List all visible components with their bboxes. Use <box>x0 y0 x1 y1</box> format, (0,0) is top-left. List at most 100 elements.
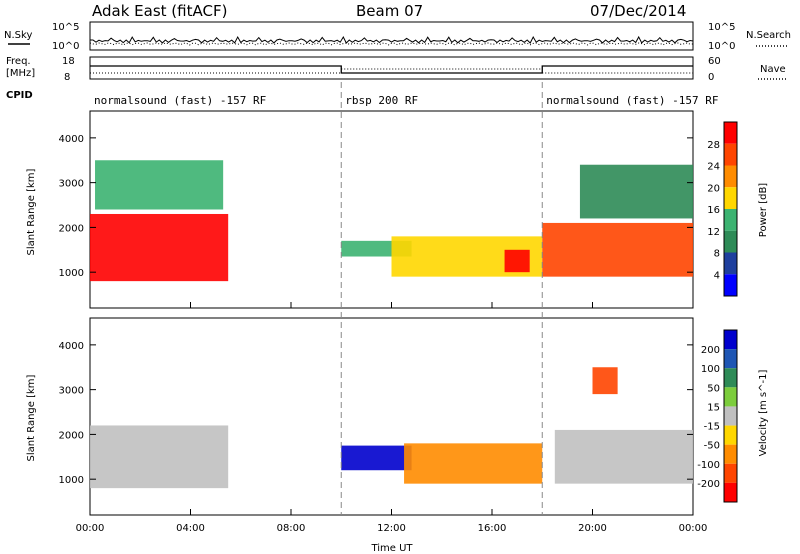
velocity-colorbar: 200 100 50 15 -15 -50 -100 -200 <box>697 329 738 503</box>
y-tick-label: 1000 <box>59 475 84 486</box>
cpid-segment-label: normalsound (fast) -157 RF <box>546 94 718 107</box>
cpid-segment-label: rbsp 200 RF <box>345 94 418 107</box>
y-tick-label: 4000 <box>59 134 84 145</box>
power-colorbar-swatch <box>724 230 737 253</box>
velocity-colorbar-swatch <box>724 444 737 464</box>
velocity-colorbar-tick-label: -50 <box>704 441 720 452</box>
noise-panel-frame <box>89 21 694 51</box>
x-tick-label: 00:00 <box>76 523 105 534</box>
noise-tick-left-top: 10^5 <box>52 22 79 33</box>
y-tick-label: 1000 <box>59 268 84 279</box>
velocity-region-0 <box>90 425 229 489</box>
y-tick-label: 2000 <box>59 223 84 234</box>
cpid-segment-label: normalsound (fast) -157 RF <box>94 94 266 107</box>
frequency-trace <box>90 65 693 74</box>
velocity-colorbar-swatch <box>724 425 737 445</box>
y-tick-label: 4000 <box>59 341 84 352</box>
noise-tick-right-bottom: 10^0 <box>708 41 735 52</box>
nave-tick-top: 60 <box>708 56 721 67</box>
power-colorbar-tick-label: 28 <box>707 140 720 151</box>
power-colorbar-tick-label: 16 <box>707 205 720 216</box>
freq-tick-top: 18 <box>62 56 75 67</box>
noise-panel: N.Sky 10^5 10^0 10^5 10^0 N.Search <box>4 21 791 52</box>
cpid-band: normalsound (fast) -157 RF rbsp 200 RF nor… <box>94 94 718 107</box>
velocity-colorbar-swatch <box>724 349 737 369</box>
velocity-region-1 <box>341 445 412 471</box>
power-ylabel: Slant Range [km] <box>26 168 37 255</box>
freq-panel-frame <box>89 56 694 80</box>
velocity-colorbar-swatch <box>724 368 737 388</box>
power-region-6 <box>579 164 693 219</box>
velocity-region-2 <box>404 443 543 484</box>
nsky-label: N.Sky <box>4 30 32 41</box>
power-colorbar-swatch <box>724 252 737 275</box>
nave-trace <box>90 68 693 74</box>
velocity-ylabel: Slant Range [km] <box>26 374 37 461</box>
velocity-colorbar-swatch <box>724 406 737 426</box>
noise-tick-right-top: 10^5 <box>708 22 735 33</box>
date-title: 07/Dec/2014 <box>590 2 686 20</box>
power-colorbar-frame <box>723 121 738 297</box>
power-colorbar: 28 24 20 16 12 8 4 <box>707 121 738 297</box>
freq-panel: Freq. [MHz] 18 8 60 0 Nave <box>6 56 786 83</box>
velocity-colorbar-swatch <box>724 463 737 483</box>
nsearch-trace <box>89 42 694 46</box>
x-tick-label: 00:00 <box>679 523 708 534</box>
y-tick-label: 2000 <box>59 430 84 441</box>
velocity-colorbar-frame <box>723 329 738 503</box>
beam-title: Beam 07 <box>356 2 423 20</box>
power-colorbar-tick-label: 20 <box>707 183 720 194</box>
x-ticks: 00:00 04:00 08:00 12:00 16:00 20:00 00:00 <box>76 82 708 534</box>
velocity-colorbar-tick-label: 50 <box>707 383 720 394</box>
velocity-colorbar-swatch <box>724 482 737 502</box>
nave-tick-bottom: 0 <box>708 72 714 83</box>
velocity-colorbar-tick-label: 15 <box>707 402 720 413</box>
velocity-plot <box>90 367 693 489</box>
power-plot <box>90 160 693 282</box>
noise-tick-left-bottom: 10^0 <box>52 41 79 52</box>
cpid-label: CPID <box>6 90 33 101</box>
power-region-1 <box>95 160 224 210</box>
x-tick-label: 12:00 <box>377 523 406 534</box>
power-colorbar-tick-label: 24 <box>707 162 720 173</box>
velocity-region-4 <box>592 367 618 395</box>
x-axis-label: Time UT <box>370 543 413 554</box>
freq-label: Freq. <box>6 56 31 67</box>
velocity-colorbar-swatch <box>724 387 737 407</box>
site-title: Adak East (fitACF) <box>92 2 227 20</box>
power-colorbar-swatch <box>724 143 737 166</box>
y-tick-label: 3000 <box>59 179 84 190</box>
freq-trace <box>90 65 693 74</box>
x-tick-label: 16:00 <box>478 523 507 534</box>
velocity-colorbar-tick-label: -200 <box>697 479 720 490</box>
nsearch-label: N.Search <box>746 30 791 41</box>
y-tick-label: 3000 <box>59 386 84 397</box>
x-tick-label: 20:00 <box>578 523 607 534</box>
power-colorbar-tick-label: 8 <box>714 249 720 260</box>
freq-unit-label: [MHz] <box>6 68 35 79</box>
x-tick-label: 04:00 <box>176 523 205 534</box>
power-region-4 <box>504 249 530 273</box>
power-colorbar-swatch <box>724 209 737 231</box>
power-colorbar-tick-label: 12 <box>707 227 720 238</box>
power-colorbar-swatch <box>724 187 737 209</box>
power-yticks: 1000 2000 3000 4000 <box>59 134 693 279</box>
x-tick-label: 08:00 <box>277 523 306 534</box>
nsky-trace <box>90 35 694 44</box>
power-colorbar-swatch <box>724 165 737 188</box>
velocity-colorbar-tick-label: 200 <box>701 345 720 356</box>
velocity-colorbar-swatch <box>724 330 737 350</box>
velocity-panel: 1000 2000 3000 4000 Slant Range [km] <box>26 317 694 516</box>
velocity-colorbar-label: Velocity [m s^-1] <box>758 370 769 457</box>
power-region-5 <box>542 222 693 277</box>
velocity-colorbar-tick-label: 100 <box>701 364 720 375</box>
power-colorbar-swatch <box>724 274 737 296</box>
power-panel: 1000 2000 3000 4000 Slant Range [km] <box>26 110 694 309</box>
nave-label: Nave <box>760 64 786 75</box>
velocity-colorbar-tick-label: -15 <box>704 422 720 433</box>
velocity-colorbar-tick-label: -100 <box>697 460 720 471</box>
power-colorbar-tick-label: 4 <box>714 270 720 281</box>
power-colorbar-label: Power [dB] <box>758 183 769 238</box>
power-region-0 <box>90 213 229 282</box>
